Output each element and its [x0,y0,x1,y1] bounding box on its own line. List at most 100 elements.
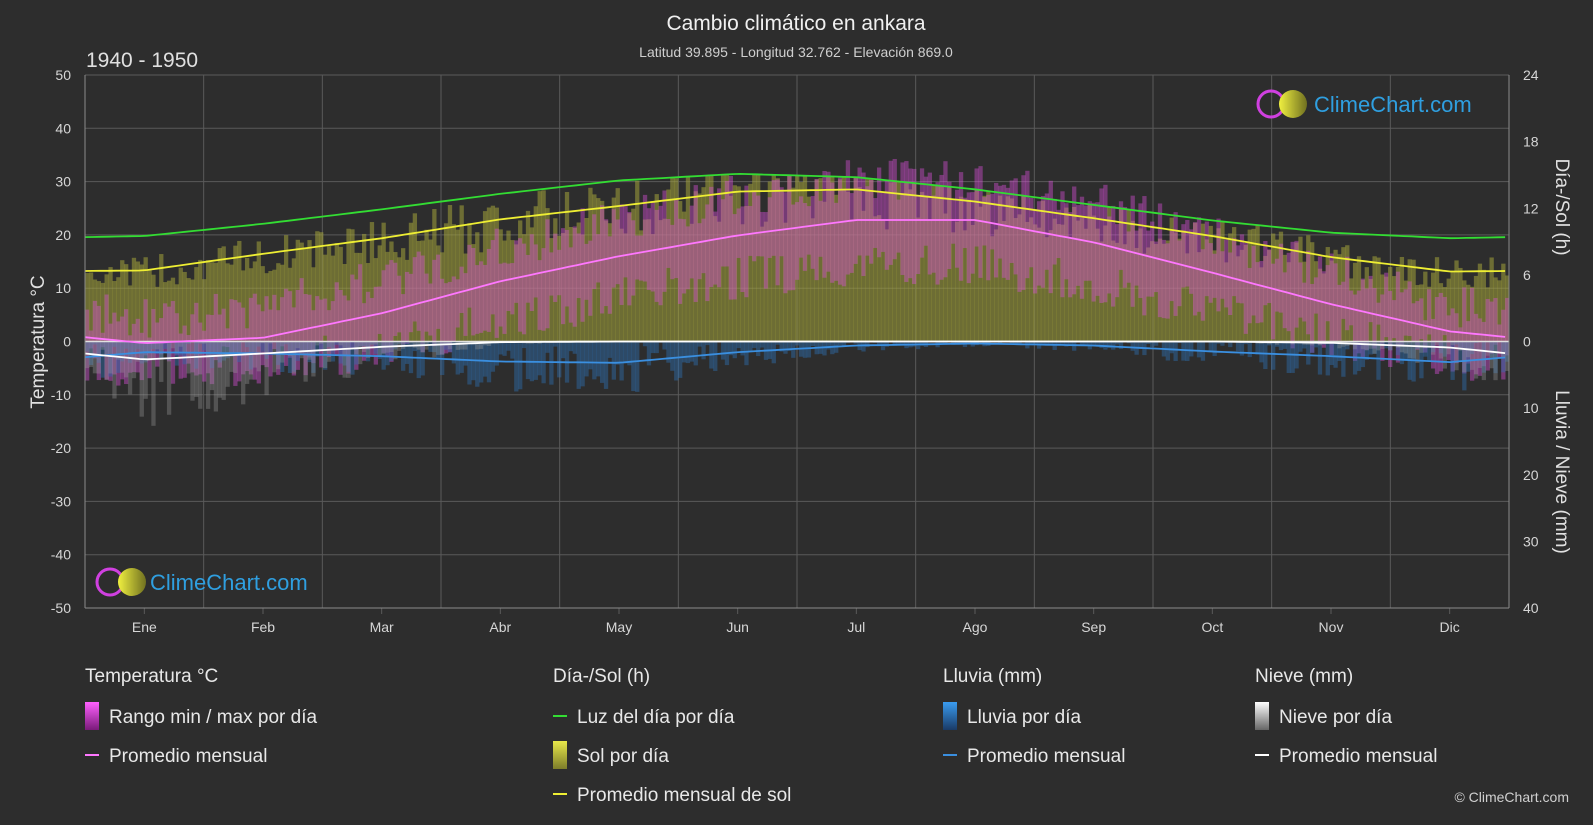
month-label: Dic [1440,619,1460,635]
temp-range-bar [369,297,375,355]
sunshine-bar [955,221,960,342]
snow-bar [1430,341,1436,355]
sunshine-bar [560,232,566,342]
temp-range-bar [303,293,308,376]
temp-range-bar [970,192,975,274]
month-label: Abr [489,619,511,635]
temp-range-bar [131,323,137,373]
temp-range-bar [1083,205,1089,281]
sunshine-bar [861,210,866,342]
rain-bar [837,341,843,346]
temp-range-bar [1056,209,1061,259]
sunshine-bar [537,191,542,342]
sunshine-bar [182,271,187,342]
temp-range-bar [912,168,917,284]
sunshine-bar [1298,236,1303,342]
rain-bar [1310,341,1315,353]
month-label: Ene [132,619,157,635]
snow-bar [1485,341,1490,356]
sunshine-bar [802,175,808,342]
snow-bar [233,341,238,374]
temp-range-bar [287,291,293,358]
rain-bar [1017,341,1022,345]
rain-bar [1013,341,1018,344]
sunshine-bar [186,278,191,342]
sunshine-bar [1095,228,1100,342]
rain-bar [151,341,156,349]
sunshine-bar [541,190,546,342]
rain-bar [299,341,304,353]
temp-range-bar [1009,180,1014,263]
snow-bar [1438,341,1444,359]
temp-range-bar [276,310,281,375]
rain-bar [514,341,519,392]
sunshine-bar [1212,250,1217,342]
temp-range-bar [322,298,328,336]
sunshine-bar [576,222,581,342]
rain-bar [615,341,620,365]
sunshine-bar [1388,266,1393,342]
rain-bar [1267,341,1272,346]
sunshine-bar [307,240,312,342]
snow-bar [342,341,347,378]
sunshine-bar [814,179,819,342]
temp-range-bar [865,186,870,256]
temp-range-bar [1376,302,1381,325]
temp-range-bar [962,197,968,249]
temp-range-bar [588,240,593,316]
temp-range-bar [666,219,671,268]
sunshine-bar [1232,227,1237,342]
sunshine-bar [810,218,815,342]
sunshine-bar [900,194,905,342]
sunshine-bar [112,281,117,342]
rain-bar [1111,341,1116,350]
rain-bar [1395,341,1401,356]
rain-bar [744,341,749,366]
sunshine-bar [354,252,359,342]
rain-bar [533,341,538,380]
temp-range-bar [1048,180,1053,294]
snow-bar [358,341,363,365]
sunshine-bar [225,263,230,342]
temp-range-bar [1025,170,1030,279]
rain-bar [280,341,285,373]
rain-bar [166,341,172,361]
left-tick-label: -40 [51,547,71,563]
snow-bar [209,341,215,391]
sunshine-bar [748,183,753,342]
sunshine-bar [1391,276,1397,342]
sunshine-bar [908,189,913,342]
sunshine-bar [678,201,683,342]
temp-range-bar [1493,298,1498,345]
rain-bar [217,341,222,363]
temp-range-bar [502,262,507,334]
rain-bar [1329,341,1334,366]
sunshine-bar [1466,284,1471,342]
sunshine-bar [295,239,300,342]
rain-bar [603,341,609,389]
rain-bar [806,341,812,358]
snow-bar [475,341,480,350]
rain-bar [479,341,484,383]
rain-bar [85,341,90,352]
temp-range-bar [194,302,199,376]
rain-bar [163,341,168,349]
temp-range-bar [205,314,211,374]
temp-range-bar [1442,296,1447,336]
sunshine-bar [1251,228,1256,342]
legend-item-label: Promedio mensual de sol [577,785,791,806]
snow-bar [1489,341,1494,369]
sunshine-bar [756,174,761,342]
rain-bar [654,341,659,354]
rain-bar [1337,341,1342,362]
rain-bar [1146,341,1151,345]
temp-range-bar [1423,320,1428,353]
temp-range-bar [904,161,909,282]
snow-bar [205,341,211,409]
sunshine-bar [689,223,695,342]
sunshine-bar [1048,230,1053,342]
rain-bar [401,341,406,371]
rain-bar [124,341,129,349]
temp-range-bar [1185,219,1190,287]
temp-range-bar [143,299,148,356]
